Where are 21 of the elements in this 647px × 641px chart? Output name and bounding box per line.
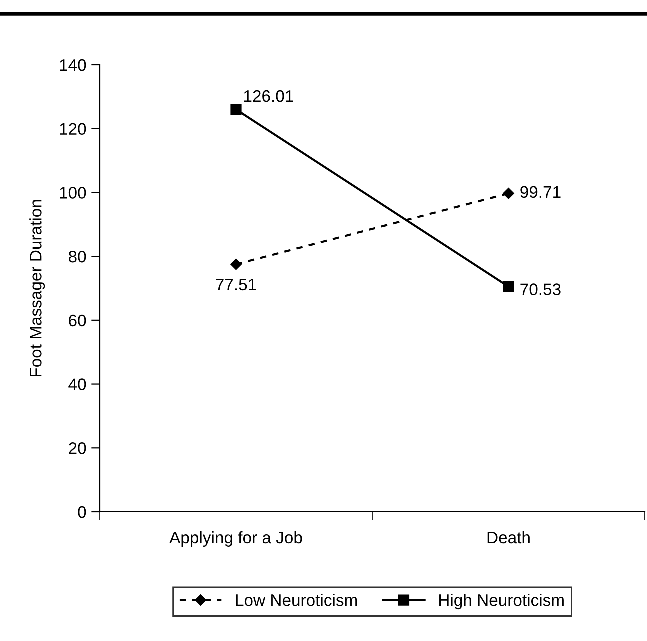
x-tick-label: Applying for a Job xyxy=(170,531,302,547)
legend-label: High Neuroticism xyxy=(440,594,564,610)
y-axis-title: Foot Massager Duration xyxy=(30,200,46,377)
data-label: 126.01 xyxy=(244,90,294,102)
y-tick-label: 100 xyxy=(60,187,86,199)
y-tick-label: 140 xyxy=(60,59,86,72)
point xyxy=(230,104,242,116)
y-tick-label: 40 xyxy=(68,378,86,390)
y-tick-label: 60 xyxy=(69,314,86,327)
point xyxy=(503,281,514,292)
y-tick-label: 120 xyxy=(60,123,86,136)
data-label: 99.71 xyxy=(520,186,561,198)
data-label: 70.53 xyxy=(520,284,561,296)
point xyxy=(230,258,242,270)
legend-label: Low Neuroticism xyxy=(236,594,358,606)
x-tick-label: Death xyxy=(488,531,530,544)
y-tick-label: 20 xyxy=(69,442,86,454)
y-tick-label: 80 xyxy=(68,250,86,263)
y-tick-label: 0 xyxy=(78,506,86,518)
point xyxy=(503,188,514,200)
data-label: 77.51 xyxy=(216,279,256,291)
